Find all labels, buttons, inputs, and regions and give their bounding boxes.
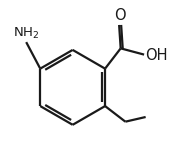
Text: OH: OH — [145, 48, 167, 63]
Text: O: O — [114, 8, 126, 23]
Text: NH$_2$: NH$_2$ — [13, 25, 39, 41]
